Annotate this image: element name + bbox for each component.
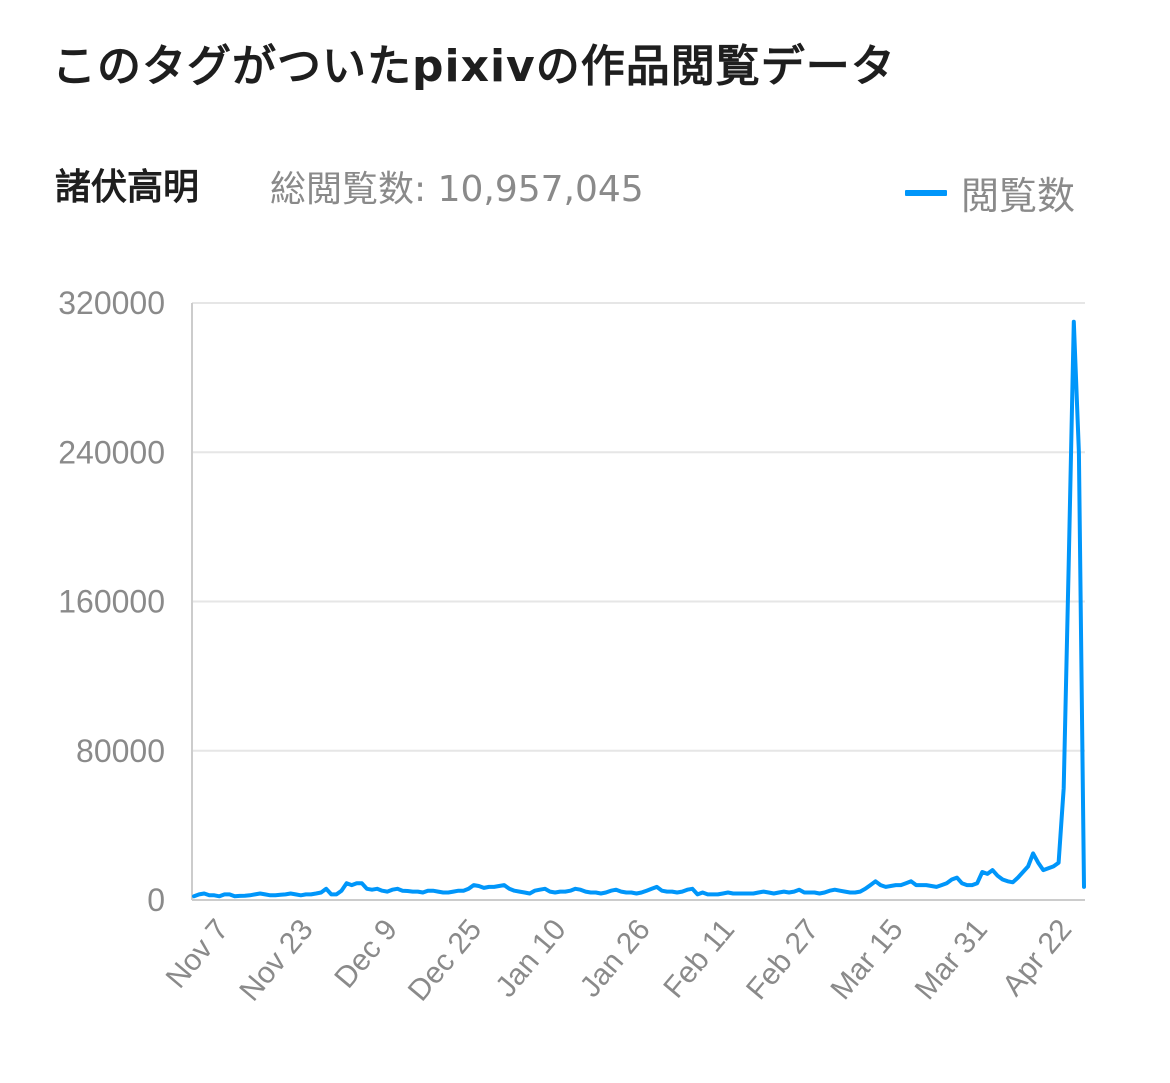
y-tick-label: 240000 xyxy=(58,434,165,470)
grid-lines xyxy=(191,302,1085,901)
x-tick-label: Apr 22 xyxy=(996,913,1078,1002)
x-tick-label: Mar 15 xyxy=(824,913,909,1006)
y-tick-label: 160000 xyxy=(58,584,165,620)
x-tick-label: Mar 31 xyxy=(909,913,994,1006)
legend-label: 閲覧数 xyxy=(961,174,1076,218)
x-tick-label: Dec 25 xyxy=(402,913,488,1007)
series-lines xyxy=(192,319,1086,899)
y-tick-label: 320000 xyxy=(58,285,165,321)
x-tick-label: Dec 9 xyxy=(328,913,404,994)
y-axis-ticks: 320000 240000 160000 80000 0 xyxy=(58,285,165,918)
x-tick-label: Nov 7 xyxy=(160,913,236,994)
series-line xyxy=(192,319,1086,899)
y-tick-label: 80000 xyxy=(76,733,165,769)
x-tick-label: Feb 27 xyxy=(740,913,825,1006)
legend-swatch xyxy=(905,189,947,196)
page-title: このタグがついたpixivの作品閲覧データ xyxy=(52,41,896,92)
total-views: 総閲覧数: 10,957,045 xyxy=(270,169,644,210)
x-tick-label: Jan 10 xyxy=(489,913,572,1003)
x-tick-label: Nov 23 xyxy=(233,913,319,1007)
legend: 閲覧数 xyxy=(905,165,1075,220)
y-tick-label: 0 xyxy=(147,882,165,918)
x-tick-label: Feb 11 xyxy=(657,913,741,1004)
tag-name: 諸伏高明 xyxy=(55,167,200,208)
x-tick-label: Jan 26 xyxy=(574,913,657,1003)
